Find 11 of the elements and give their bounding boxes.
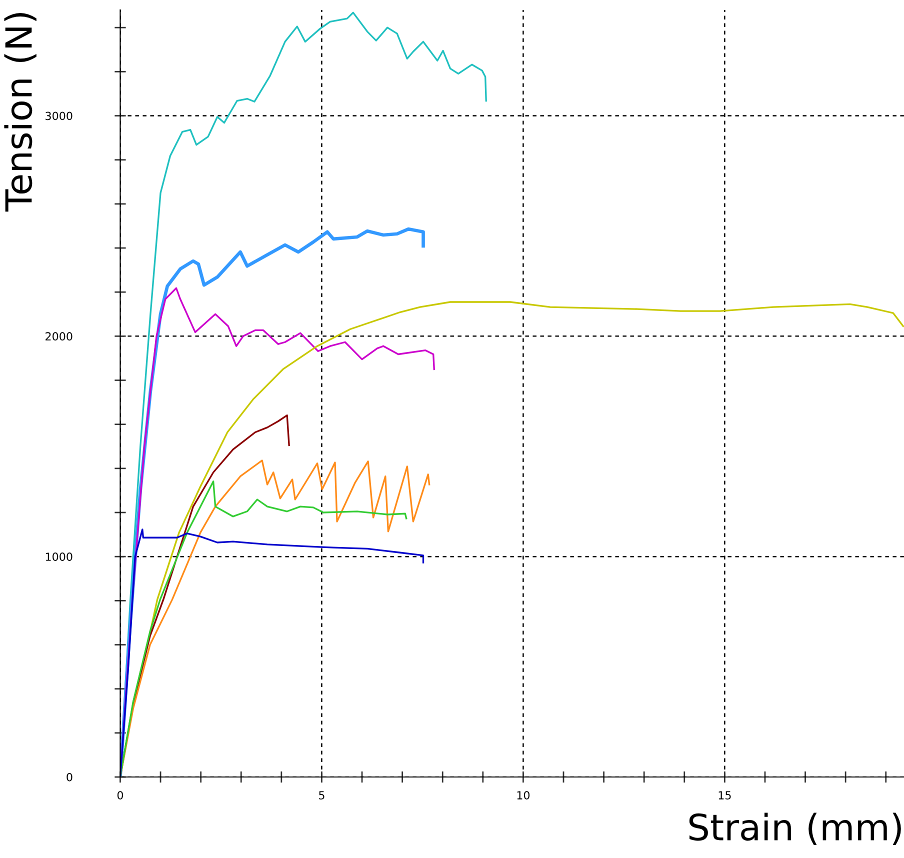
y-tick-label: 0 [66, 772, 72, 782]
line-series [120, 528, 424, 778]
x-axis-title: Strain (mm) [689, 812, 901, 845]
y-tick-label: 1000 [46, 552, 72, 561]
y-tick-label: 2000 [46, 332, 72, 341]
y-tick-label: 3000 [46, 112, 72, 120]
y-axis-title: Tension (N) [4, 13, 36, 212]
x-tick-label: 0 [117, 791, 124, 800]
x-tick-label: 15 [718, 791, 731, 800]
x-tick-label: 5 [319, 791, 324, 800]
x-tick-label: 10 [517, 791, 530, 800]
